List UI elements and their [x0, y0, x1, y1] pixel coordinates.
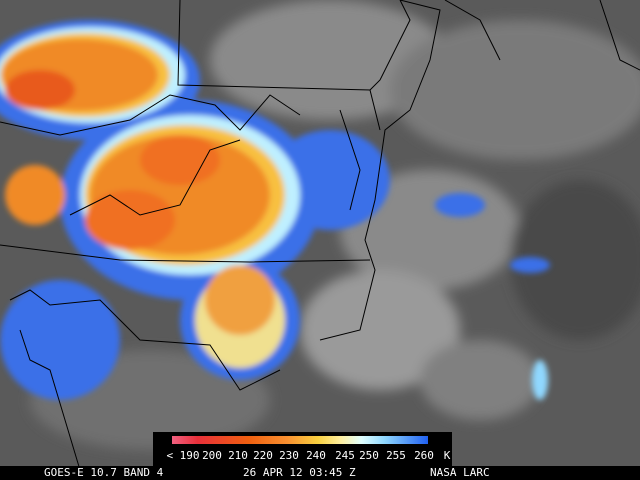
colorbar-label: 260 — [414, 449, 434, 462]
colorbar-label: 230 — [279, 449, 299, 462]
colorbar-unit: K — [444, 449, 451, 462]
colorbar-label: 200 — [202, 449, 222, 462]
colorbar-label: 240 — [306, 449, 326, 462]
colorbar-label: 255 — [386, 449, 406, 462]
footer-center: 26 APR 12 03:45 Z — [243, 466, 356, 479]
colorbar-label: 220 — [253, 449, 273, 462]
colorbar-label: 245 — [335, 449, 355, 462]
colorbar-label: 250 — [359, 449, 379, 462]
footer-left: GOES-E 10.7 BAND 4 — [44, 466, 164, 479]
background-imagery — [0, 0, 640, 466]
colorbar-box — [153, 432, 452, 466]
colorbar-label: 210 — [228, 449, 248, 462]
footer-bar — [0, 466, 640, 480]
footer-right: NASA LARC — [430, 466, 490, 479]
state-borders — [0, 0, 640, 391]
colorbar-label: < 190 — [166, 449, 199, 462]
cloud-tops — [0, 20, 550, 400]
